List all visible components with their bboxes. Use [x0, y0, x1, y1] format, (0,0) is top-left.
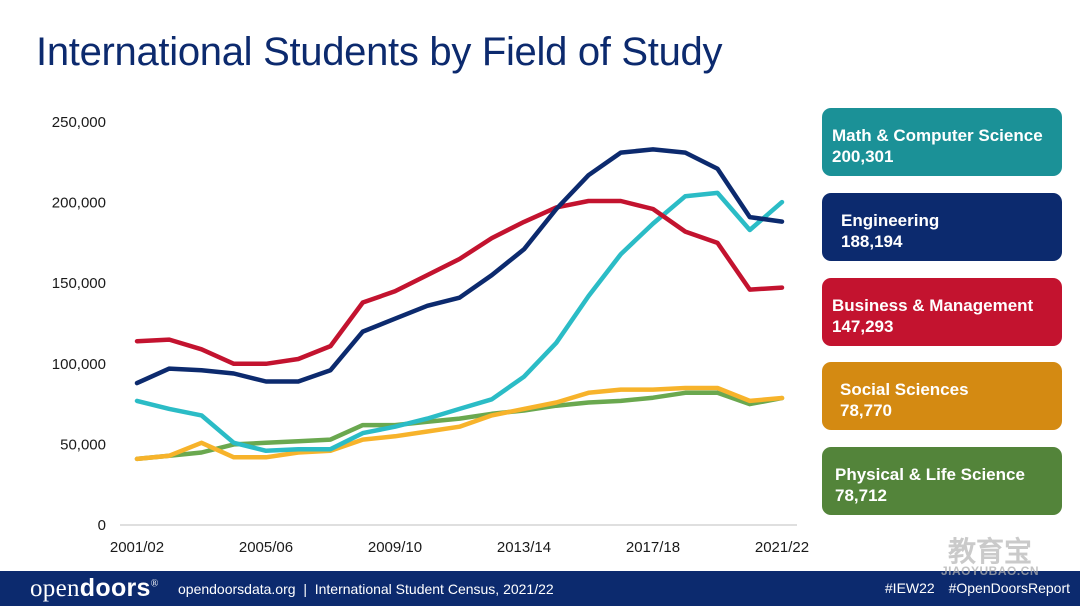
y-tick-label: 150,000 — [52, 275, 106, 292]
series-line-social-sciences — [134, 385, 785, 462]
watermark-main: 教育宝 — [947, 535, 1032, 568]
x-tick-label: 2001/02 — [110, 539, 164, 556]
series-lines — [134, 147, 785, 462]
logo-registered-mark: ® — [150, 578, 159, 590]
y-tick-label: 100,000 — [52, 356, 106, 373]
chart-title: International Students by Field of Study — [36, 30, 723, 74]
legend-name: Business & Management — [832, 296, 1034, 315]
legend-box-physical-life-science: Physical & Life Science 78,712 — [822, 447, 1062, 515]
legend-box-engineering: Engineering 188,194 — [822, 193, 1062, 261]
logo-light-text: open — [30, 575, 80, 602]
legend-value: 147,293 — [832, 317, 894, 336]
watermark-sub: JIAOYUBAO.CN — [940, 564, 1039, 578]
legend-name: Engineering — [841, 211, 940, 230]
footer-bar: opendoors® opendoorsdata.org | Internati… — [0, 571, 1080, 606]
logo-bold-text: doors — [79, 574, 151, 602]
footer-source: opendoorsdata.org | International Studen… — [178, 581, 554, 597]
legend-value: 78,712 — [835, 486, 887, 505]
hashtag-opendoorsreport: #OpenDoorsReport — [948, 580, 1070, 596]
series-line-math-computer-science — [134, 190, 785, 454]
watermark: 教育宝 JIAOYUBAO.CN — [920, 530, 1060, 578]
legend-value: 78,770 — [840, 401, 892, 420]
legend-value: 200,301 — [832, 147, 894, 166]
legend-name: Physical & Life Science — [835, 465, 1025, 484]
legend-box-math-computer-science: Math & Computer Science 200,301 — [822, 108, 1062, 176]
x-tick-label: 2013/14 — [497, 539, 551, 556]
legend-name: Math & Computer Science — [832, 126, 1043, 145]
y-tick-label: 50,000 — [60, 436, 106, 453]
x-tick-label: 2017/18 — [626, 539, 680, 556]
series-line-business-management — [134, 198, 785, 367]
legend-value: 188,194 — [841, 232, 903, 251]
hashtag-iew22: #IEW22 — [884, 580, 935, 596]
footer-hashtags: #IEW22 #OpenDoorsReport — [875, 580, 1070, 596]
y-tick-label: 250,000 — [52, 114, 106, 131]
line-chart: 0 50,000 100,000 150,000 200,000 250,000 2001… — [52, 114, 809, 556]
y-axis-ticks: 0 50,000 100,000 150,000 200,000 250,000 — [52, 114, 106, 534]
y-tick-label: 0 — [98, 517, 106, 534]
x-tick-label: 2021/22 — [755, 539, 809, 556]
legend-name: Social Sciences — [840, 380, 969, 399]
x-tick-label: 2009/10 — [368, 539, 422, 556]
y-tick-label: 200,000 — [52, 195, 106, 212]
series-line-engineering — [134, 147, 785, 386]
x-tick-label: 2005/06 — [239, 539, 293, 556]
x-axis-ticks: 2001/02 2005/06 2009/10 2013/14 2017/18 2021/… — [110, 539, 809, 556]
opendoors-logo: opendoors® — [30, 574, 159, 603]
legend-box-social-sciences: Social Sciences 78,770 — [822, 362, 1062, 430]
legend-box-business-management: Business & Management 147,293 — [822, 278, 1062, 346]
